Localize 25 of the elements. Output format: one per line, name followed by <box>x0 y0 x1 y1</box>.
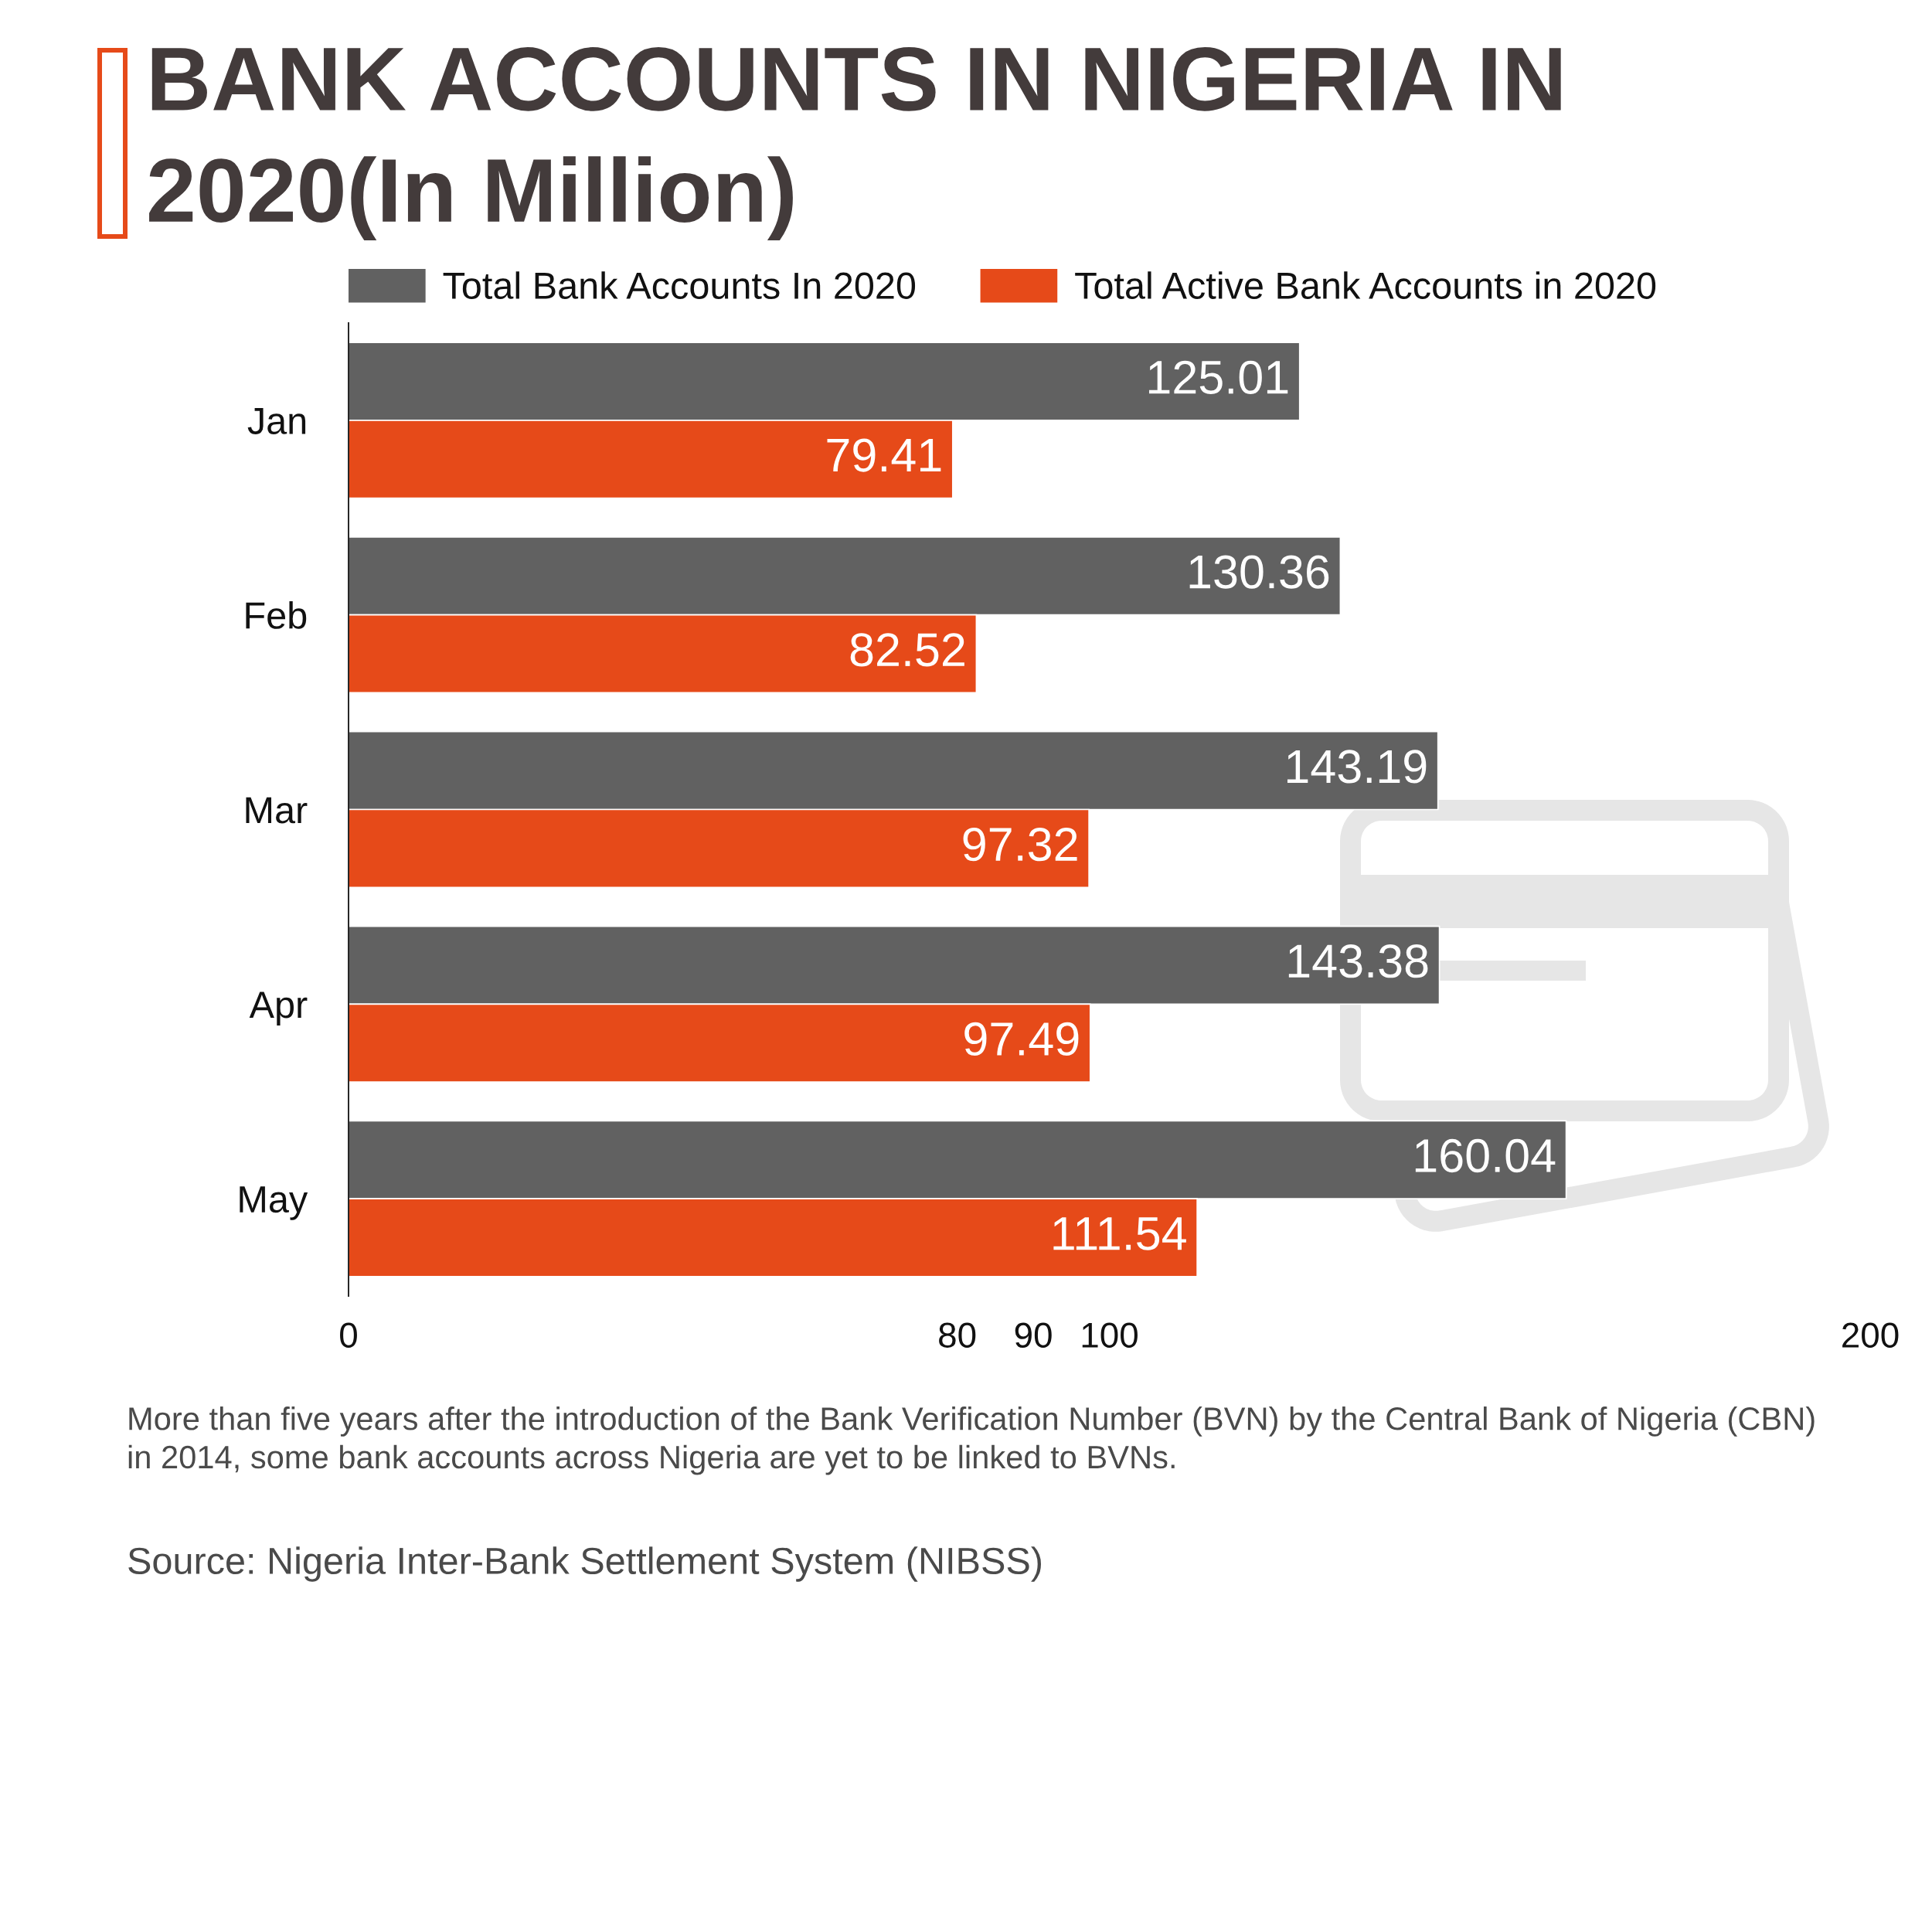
x-tick-label: 80 <box>939 1322 976 1348</box>
legend-label: Total Bank Accounts In 2020 <box>443 271 916 299</box>
legend-label: Total Active Bank Accounts in 2020 <box>1075 271 1656 299</box>
data-label: 143.38 <box>1288 944 1428 978</box>
x-tick-label: 200 <box>1842 1322 1899 1348</box>
data-label: 79.41 <box>827 438 941 472</box>
data-label: 111.54 <box>1053 1217 1186 1250</box>
data-label: 97.32 <box>963 827 1077 862</box>
x-tick-label: 90 <box>1015 1322 1052 1348</box>
y-tick-label: Mar <box>246 797 308 824</box>
data-label: 160.04 <box>1415 1138 1556 1173</box>
chart-title: BANK ACCOUNTS IN NIGERIA IN 2020(In Million) <box>149 47 1561 241</box>
data-label: 143.19 <box>1287 750 1427 784</box>
data-label: 82.52 <box>850 633 964 667</box>
x-tick-label: 100 <box>1082 1322 1138 1348</box>
x-tick-label: 0 <box>340 1322 357 1348</box>
data-label: 97.49 <box>964 1022 1079 1056</box>
y-tick-label: Jan <box>247 408 306 434</box>
text: More than five years after the introduction of the Bank Verification Number (BVN) by the Central Bank of Nigeria (CBN) in 2014, some bank accounts across Nigeria are yet to be linked to BVNs. <box>128 1406 1815 1475</box>
data-label: 125.01 <box>1148 360 1288 394</box>
y-tick-label: May <box>240 1186 308 1220</box>
source-note: Source: Nigeria Inter-Bank Settlement System (NIBSS) <box>128 1546 1041 1582</box>
y-tick-label: Apr <box>249 992 308 1026</box>
y-tick-label: Feb <box>246 601 307 629</box>
data-label: 130.36 <box>1189 555 1329 589</box>
